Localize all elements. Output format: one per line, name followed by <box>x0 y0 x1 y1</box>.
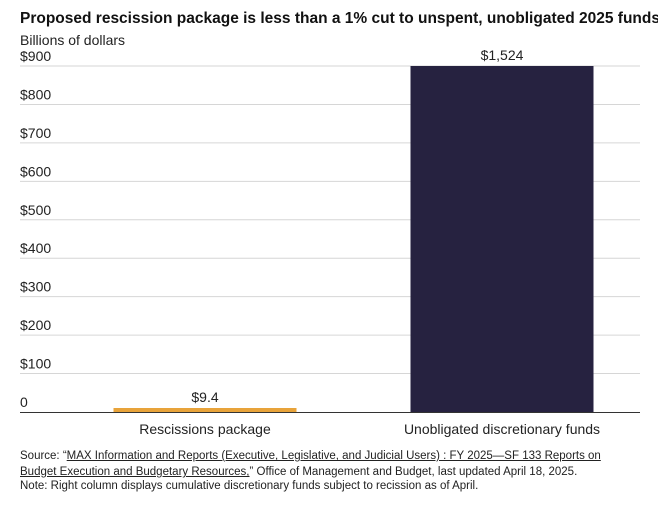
bar <box>113 408 297 412</box>
y-tick-label: 0 <box>20 394 28 410</box>
source-text: Source: “MAX Information and Reports (Ex… <box>20 448 640 480</box>
y-tick-label: $300 <box>20 279 51 295</box>
bar <box>410 66 594 412</box>
data-label: $9.4 <box>191 389 218 405</box>
y-tick-label: $500 <box>20 202 51 218</box>
category-label: Unobligated discretionary funds <box>404 421 600 437</box>
note-text: Note: Right column displays cumulative d… <box>20 480 479 492</box>
chart-subtitle: Billions of dollars <box>20 32 126 48</box>
bar-chart: 0 $100 $200 $300 $400 $500 $600 $700 $800 $900 $9.… <box>20 47 640 437</box>
y-tick-label: $400 <box>20 240 51 256</box>
source-prefix: Source: “ <box>20 450 67 462</box>
source-link[interactable]: MAX Information and Reports (Executive, … <box>20 450 601 478</box>
y-tick-label: $100 <box>20 356 51 372</box>
y-tick-label: $700 <box>20 125 51 141</box>
source-suffix: ” Office of Management and Budget, last … <box>249 466 578 478</box>
y-tick-label: $600 <box>20 163 51 179</box>
category-label: Rescissions package <box>139 421 271 437</box>
y-tick-label: $200 <box>20 317 51 333</box>
y-tick-label: $800 <box>20 86 51 102</box>
data-label: $1,524 <box>481 47 524 63</box>
y-tick-label: $900 <box>20 48 51 64</box>
chart-title: Proposed rescission package is less than… <box>20 10 658 27</box>
